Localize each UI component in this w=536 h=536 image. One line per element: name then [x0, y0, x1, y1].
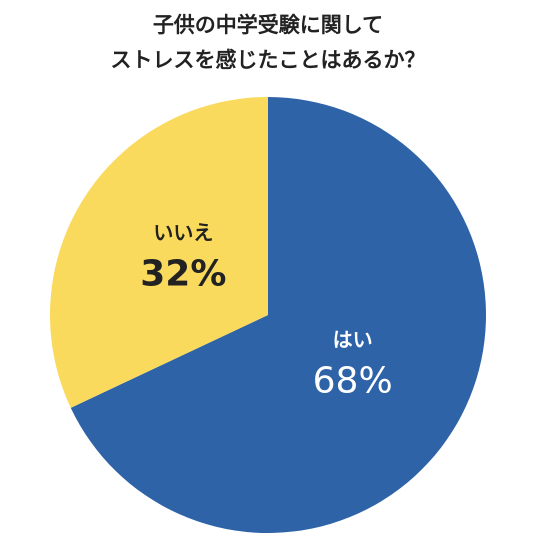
pie-slice-no — [49, 97, 269, 408]
chart-title-line-1: 子供の中学受験に関して — [152, 13, 384, 37]
slice-value-no: 32% — [140, 253, 226, 294]
chart-title-line-2: ストレスを感じたことはあるか？ — [110, 48, 426, 72]
slice-label-yes: はい — [333, 328, 373, 352]
chart-title: 子供の中学受験に関して ストレスを感じたことはあるか？ — [0, 8, 536, 78]
slice-value-yes: 68% — [313, 361, 393, 402]
pie-slice-yes — [70, 97, 486, 533]
slice-label-no: いいえ — [153, 220, 213, 244]
